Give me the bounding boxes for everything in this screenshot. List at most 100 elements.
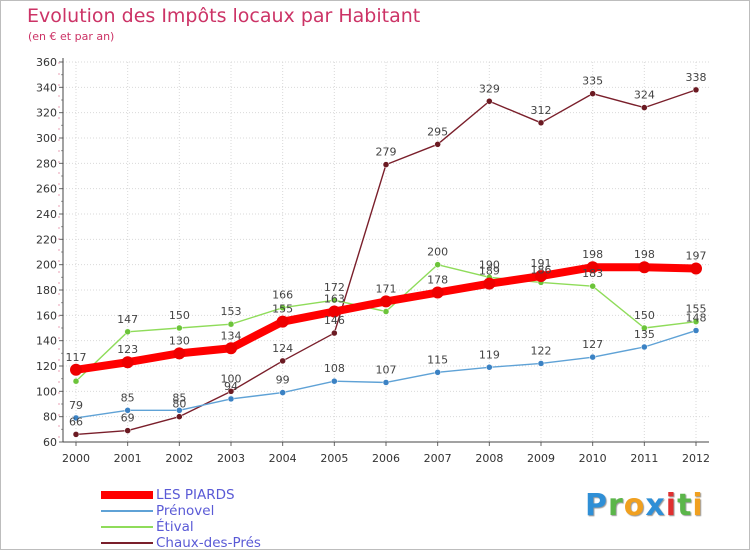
data-label: 198 bbox=[582, 248, 603, 261]
data-label: 130 bbox=[169, 334, 190, 347]
data-point bbox=[641, 324, 648, 332]
data-point bbox=[176, 407, 183, 414]
logo-letter: o bbox=[623, 488, 646, 523]
x-tick-label: 2004 bbox=[269, 452, 297, 465]
data-label: 148 bbox=[686, 312, 707, 325]
logo-letter: r bbox=[608, 488, 624, 523]
data-point bbox=[486, 98, 493, 105]
data-point bbox=[537, 360, 545, 367]
data-label: 122 bbox=[531, 344, 552, 357]
data-label: 335 bbox=[582, 75, 603, 88]
data-label: 85 bbox=[121, 391, 135, 404]
x-tick-label: 2010 bbox=[579, 452, 607, 465]
data-point bbox=[72, 431, 80, 438]
data-point bbox=[176, 413, 183, 420]
data-label: 94 bbox=[224, 380, 238, 393]
x-tick-label: 2011 bbox=[630, 452, 658, 465]
y-tick-label: 340 bbox=[36, 81, 57, 94]
data-point bbox=[431, 286, 444, 299]
data-point bbox=[331, 296, 338, 304]
data-label: 119 bbox=[479, 348, 500, 361]
data-label: 312 bbox=[531, 104, 552, 117]
data-point bbox=[641, 343, 648, 351]
data-point bbox=[692, 327, 700, 334]
data-point bbox=[483, 277, 496, 290]
data-label: 279 bbox=[376, 146, 397, 159]
data-point bbox=[72, 414, 80, 422]
y-tick-label: 300 bbox=[36, 132, 57, 145]
data-label: 183 bbox=[582, 267, 603, 280]
data-label: 191 bbox=[531, 257, 552, 270]
data-point bbox=[382, 161, 390, 168]
legend-swatch-etival bbox=[101, 526, 153, 528]
data-label: 79 bbox=[69, 399, 83, 412]
data-point bbox=[227, 320, 235, 328]
data-label: 178 bbox=[427, 274, 448, 287]
legend-item-chaux-des-pres: Chaux-des-Prés bbox=[101, 535, 361, 551]
data-label: 85 bbox=[172, 391, 186, 404]
data-label: 189 bbox=[479, 265, 500, 278]
data-label: 80 bbox=[172, 398, 186, 411]
y-tick-label: 280 bbox=[36, 157, 57, 170]
data-point bbox=[382, 379, 390, 386]
data-point bbox=[227, 388, 235, 395]
data-label: 163 bbox=[324, 293, 345, 306]
data-label: 146 bbox=[324, 314, 345, 327]
legend-swatch-les-piards bbox=[101, 491, 153, 499]
y-tick-label: 240 bbox=[36, 208, 57, 221]
data-point bbox=[638, 261, 651, 274]
data-point bbox=[589, 282, 596, 290]
x-tick-label: 2012 bbox=[682, 452, 710, 465]
y-tick-label: 220 bbox=[36, 233, 57, 246]
logo-letter: P bbox=[585, 488, 608, 523]
data-point bbox=[227, 395, 235, 403]
data-point bbox=[176, 324, 183, 332]
data-point bbox=[690, 262, 702, 275]
x-tick-label: 2001 bbox=[114, 452, 142, 465]
data-label: 295 bbox=[427, 125, 448, 138]
data-label: 66 bbox=[69, 415, 83, 428]
legend-label-les-piards: LES PIARDS bbox=[156, 487, 235, 503]
data-point bbox=[121, 356, 134, 369]
data-label: 107 bbox=[376, 363, 397, 376]
legend-swatch-chaux-des-pres bbox=[101, 542, 153, 544]
y-tick-label: 180 bbox=[36, 284, 57, 297]
data-label: 198 bbox=[634, 248, 655, 261]
logo-letter: i bbox=[665, 488, 678, 523]
data-point bbox=[124, 328, 131, 336]
data-point bbox=[434, 261, 441, 268]
data-label: 166 bbox=[272, 289, 293, 302]
legend-item-etival: Étival bbox=[101, 519, 361, 535]
y-tick-label: 140 bbox=[36, 335, 57, 348]
legend-item-prenovel: Prénovel bbox=[101, 503, 361, 519]
x-tick-label: 2003 bbox=[217, 452, 245, 465]
data-label: 108 bbox=[324, 362, 345, 375]
chart-legend: LES PIARDS Prénovel Étival Chaux-des-Pré… bbox=[101, 487, 361, 551]
data-point bbox=[434, 369, 441, 376]
data-label: 324 bbox=[634, 89, 655, 102]
legend-label-chaux-des-pres: Chaux-des-Prés bbox=[156, 535, 261, 551]
y-tick-label: 360 bbox=[36, 56, 57, 69]
logo-letter: t bbox=[677, 488, 693, 523]
data-point bbox=[328, 305, 341, 318]
data-label: 100 bbox=[221, 372, 242, 385]
data-point bbox=[586, 261, 599, 274]
data-label: 124 bbox=[272, 342, 293, 355]
data-point bbox=[692, 86, 700, 94]
data-point bbox=[589, 353, 596, 361]
data-point bbox=[331, 377, 338, 385]
data-point bbox=[279, 357, 286, 365]
data-label: 197 bbox=[686, 249, 707, 262]
legend-label-prenovel: Prénovel bbox=[156, 503, 215, 519]
x-tick-label: 2008 bbox=[475, 452, 503, 465]
data-label: 155 bbox=[272, 303, 293, 316]
data-point bbox=[486, 364, 493, 371]
data-point bbox=[124, 407, 131, 414]
data-label: 99 bbox=[276, 374, 290, 387]
x-tick-label: 2009 bbox=[527, 452, 555, 465]
data-point bbox=[72, 377, 80, 385]
x-tick-label: 2005 bbox=[320, 452, 348, 465]
data-label: 117 bbox=[66, 351, 87, 364]
